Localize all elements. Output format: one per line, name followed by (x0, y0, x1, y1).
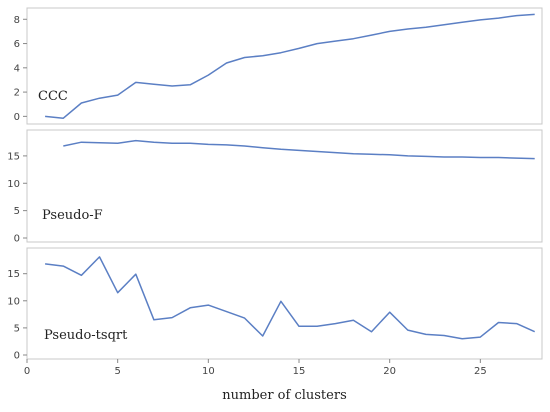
y-tick-label: 0 (14, 234, 20, 245)
x-tick-label: 25 (474, 366, 487, 377)
y-tick-label: 8 (14, 15, 20, 26)
panel-label: Pseudo-tsqrt (44, 328, 128, 343)
x-tick-label: 10 (202, 366, 215, 377)
y-tick-label: 10 (7, 296, 20, 307)
y-tick-label: 15 (7, 151, 20, 162)
x-tick-label: 20 (383, 366, 396, 377)
panel-label: CCC (38, 89, 68, 104)
y-tick-label: 15 (7, 269, 20, 280)
y-tick-label: 0 (14, 112, 20, 123)
y-tick-label: 5 (14, 323, 20, 334)
x-tick-label: 0 (24, 366, 30, 377)
series-line-pseudo-tsqrt (45, 256, 536, 340)
panel-frame (26, 247, 543, 360)
y-tick-label: 6 (14, 39, 20, 50)
x-tick-label: 5 (114, 366, 120, 377)
series-line-pseudo-f (63, 139, 535, 160)
y-tick-label: 5 (14, 206, 20, 217)
x-axis-title: number of clusters (222, 388, 347, 403)
y-tick-label: 2 (14, 88, 20, 99)
y-tick-label: 4 (14, 63, 20, 74)
panel-frame (26, 7, 543, 125)
panel-frame (26, 129, 543, 243)
y-tick-label: 10 (7, 179, 20, 190)
series-line-ccc (45, 13, 535, 119)
x-tick-label: 15 (293, 366, 306, 377)
panel-label: Pseudo-F (42, 208, 103, 223)
y-tick-label: 0 (14, 351, 20, 362)
